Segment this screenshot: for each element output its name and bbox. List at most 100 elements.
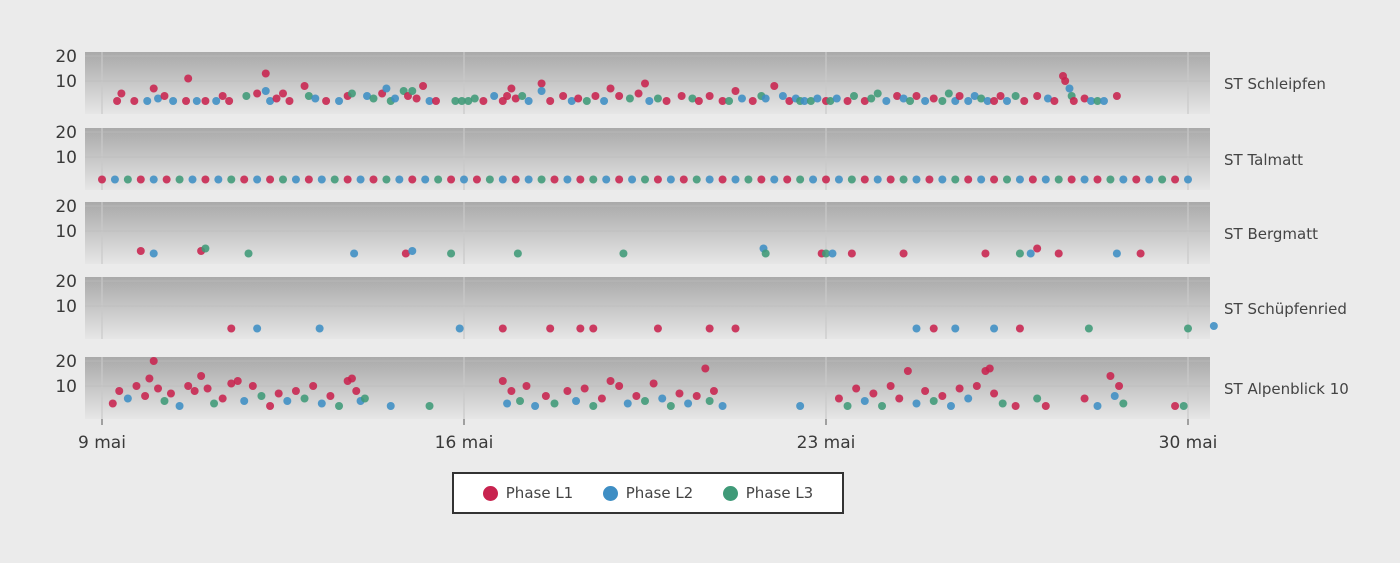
data-point [434, 175, 443, 184]
data-point [990, 175, 999, 184]
data-point [1015, 175, 1024, 184]
data-point [822, 249, 830, 258]
data-point [899, 175, 908, 184]
data-point [1043, 94, 1052, 103]
data-point [946, 402, 955, 410]
data-point [253, 175, 262, 184]
data-point [623, 399, 632, 408]
data-point [619, 249, 628, 258]
data-point [843, 97, 852, 105]
data-point [843, 402, 852, 410]
data-point [1067, 175, 1076, 184]
data-point [218, 92, 227, 100]
data-point [873, 175, 882, 184]
data-point [352, 387, 361, 395]
data-point [347, 374, 356, 383]
data-point [197, 372, 206, 380]
data-point [757, 175, 766, 184]
legend-label-phase-l2: Phase L2 [625, 484, 694, 502]
data-point [615, 382, 624, 390]
data-point [860, 97, 869, 105]
data-point [770, 82, 779, 90]
data-point [582, 97, 591, 105]
data-point [645, 97, 654, 105]
data-point [408, 87, 417, 95]
data-point [951, 324, 960, 333]
data-point [537, 87, 546, 95]
data-point [391, 94, 400, 103]
data-point [737, 94, 746, 103]
legend-swatch-phase-l3 [722, 485, 738, 501]
data-point [718, 175, 727, 184]
data-point [300, 82, 309, 90]
data-point [192, 97, 201, 105]
data-point [451, 97, 460, 105]
data-point [382, 84, 391, 93]
data-point [212, 97, 221, 105]
data-point [507, 84, 516, 93]
data-point [279, 89, 287, 98]
data-point [511, 94, 520, 103]
data-point [1033, 394, 1042, 403]
data-point [1184, 324, 1192, 333]
legend: Phase L1 Phase L2 Phase L3 [452, 472, 844, 514]
data-point [1026, 249, 1035, 258]
data-point [1093, 402, 1102, 410]
legend-label-phase-l3: Phase L3 [745, 484, 814, 502]
data-point [955, 92, 964, 100]
legend-label-phase-l1: Phase L1 [505, 484, 574, 502]
data-point [343, 175, 352, 184]
data-point [800, 97, 809, 105]
data-point [266, 402, 275, 410]
data-point [242, 92, 251, 100]
data-point [447, 249, 456, 258]
data-point [369, 175, 378, 184]
data-point [472, 175, 481, 184]
data-point [201, 244, 210, 253]
data-point [201, 97, 210, 105]
data-point [149, 357, 158, 365]
data-point [796, 402, 805, 410]
data-point [136, 247, 145, 255]
data-point [317, 399, 326, 408]
data-point [315, 324, 324, 333]
data-point [184, 382, 193, 390]
data-point [162, 175, 171, 184]
data-point [684, 399, 693, 408]
panel-0: 10 20 ST Schleipfen [55, 47, 1326, 114]
data-point [408, 175, 417, 184]
panel-background [85, 202, 1210, 264]
data-point [731, 87, 740, 95]
data-point [783, 175, 792, 184]
data-point [615, 175, 624, 184]
data-point [847, 249, 856, 258]
data-point [1110, 392, 1119, 400]
data-point [970, 92, 979, 100]
data-point [834, 175, 843, 184]
data-point [653, 94, 662, 103]
data-point [309, 382, 318, 390]
data-point [649, 379, 658, 388]
data-point [929, 94, 938, 103]
data-point [761, 249, 770, 258]
data-point [369, 94, 378, 103]
data-point [541, 392, 550, 400]
data-point [873, 89, 882, 98]
data-point [322, 97, 331, 105]
data-point [210, 399, 219, 408]
panel-1: 10 20 ST Talmatt [55, 123, 1303, 190]
data-point [149, 175, 158, 184]
data-point [785, 97, 794, 105]
panel-4: 10 20 ST Alpenblick 10 [55, 352, 1349, 419]
y-tick-label: 20 [55, 197, 77, 217]
data-point [899, 249, 908, 258]
data-point [692, 392, 701, 400]
data-point [145, 374, 154, 383]
data-point [1065, 84, 1074, 93]
data-point [1033, 92, 1042, 100]
data-point [567, 97, 576, 105]
data-point [718, 402, 727, 410]
data-point [457, 97, 466, 105]
data-point [244, 249, 253, 258]
